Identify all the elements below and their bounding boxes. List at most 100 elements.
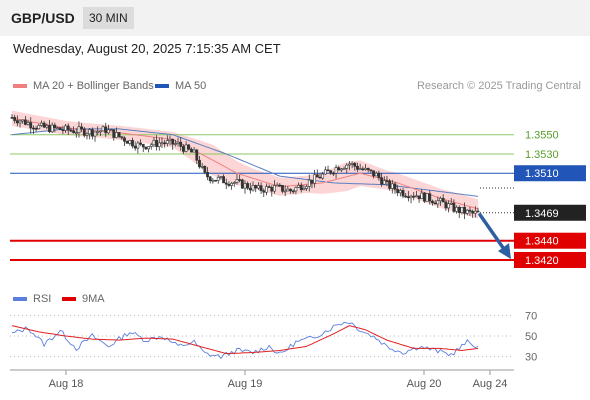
level-tag-1.3420	[514, 251, 586, 268]
candle-down	[356, 166, 359, 170]
candle-down	[117, 132, 121, 137]
projection-arrow-head	[498, 243, 511, 260]
level-label-1.3440: 1.3440	[525, 236, 559, 248]
candle-down	[318, 176, 322, 179]
candle-down	[417, 195, 421, 199]
x-tick-label: Aug 18	[49, 378, 84, 390]
candle-down	[377, 172, 381, 178]
x-tick-label: Aug 20	[407, 378, 442, 390]
candle-up	[302, 188, 306, 191]
candle-down	[299, 185, 303, 191]
candle-up	[26, 122, 30, 125]
candle-up	[107, 129, 110, 134]
candle-down	[431, 200, 434, 204]
candle-down	[90, 129, 94, 137]
candle-down	[401, 190, 405, 197]
candle-down	[326, 169, 330, 172]
candle-up	[348, 163, 351, 166]
level-tag-1.3510	[514, 165, 586, 182]
candle-down	[139, 142, 142, 145]
candle-up	[420, 192, 424, 199]
candle-down	[80, 126, 84, 130]
ma20-legend-label: MA 20 + Bollinger Bands	[33, 80, 154, 92]
candle-up	[321, 173, 325, 179]
candle-down	[270, 187, 274, 192]
candle-down	[476, 210, 480, 213]
candle-down	[15, 120, 19, 124]
candle-up	[251, 185, 255, 191]
candle-up	[93, 131, 97, 137]
candle-up	[307, 179, 311, 187]
candle-up	[447, 203, 450, 209]
candle-up	[88, 129, 92, 135]
ma20-legend-swatch	[13, 84, 27, 88]
candle-down	[227, 183, 231, 186]
candle-up	[115, 132, 118, 138]
candle-down	[34, 128, 38, 130]
candle-down	[179, 141, 183, 147]
candle-down	[337, 167, 341, 171]
candle-up	[56, 127, 59, 129]
candle-down	[13, 117, 17, 121]
candle-up	[165, 140, 169, 144]
candle-up	[436, 200, 440, 205]
candle-down	[48, 125, 51, 133]
rsi-legend-label: RSI	[33, 293, 52, 305]
candle-down	[441, 197, 445, 203]
candle-down	[254, 185, 258, 189]
candle-up	[147, 146, 150, 150]
candle-up	[273, 185, 276, 192]
candle-down	[380, 177, 383, 185]
candle-up	[297, 185, 300, 188]
candle-up	[390, 183, 394, 189]
projection-arrow-shaft	[478, 213, 506, 251]
last-price-tag	[514, 204, 586, 221]
candle-down	[208, 176, 212, 181]
candle-down	[423, 192, 426, 202]
candle-up	[160, 142, 164, 145]
candle-up	[157, 142, 161, 147]
rsi-9ma-line	[11, 325, 479, 355]
candle-down	[120, 136, 124, 139]
candle-down	[353, 163, 357, 167]
level-label-1.3420: 1.3420	[525, 255, 559, 267]
candles	[10, 114, 480, 220]
candle-down	[206, 172, 209, 178]
candle-down	[457, 206, 461, 213]
candle-up	[364, 167, 367, 170]
candle-up	[374, 172, 378, 177]
candle-down	[281, 184, 284, 192]
candle-down	[203, 166, 207, 173]
candle-up	[149, 144, 153, 147]
candle-up	[45, 125, 49, 128]
candle-up	[232, 182, 236, 184]
candle-down	[198, 159, 201, 168]
candle-down	[366, 167, 370, 171]
candle-up	[382, 180, 386, 185]
timeframe-badge[interactable]: 30 MIN	[83, 7, 134, 29]
header-bar: GBP/USD 30 MIN	[0, 0, 590, 36]
candle-up	[235, 179, 239, 183]
ma9-legend-label: 9MA	[82, 293, 105, 305]
candle-up	[176, 141, 180, 144]
level-label-1.3510: 1.3510	[525, 168, 559, 180]
candle-down	[123, 137, 126, 142]
candle-down	[385, 180, 389, 182]
candle-down	[406, 196, 410, 199]
candle-down	[393, 183, 397, 190]
candle-down	[182, 146, 185, 152]
candle-up	[136, 142, 140, 149]
candle-up	[77, 126, 81, 133]
datetime-label: Wednesday, August 20, 2025 7:15:35 AM CE…	[13, 41, 281, 56]
candle-up	[192, 149, 196, 153]
candle-down	[259, 185, 263, 192]
candle-up	[219, 176, 223, 178]
candle-down	[404, 195, 408, 198]
candle-down	[42, 122, 46, 128]
candle-up	[409, 195, 413, 199]
candle-up	[449, 202, 453, 205]
candle-down	[238, 179, 242, 181]
candle-up	[313, 174, 317, 184]
candle-down	[471, 211, 475, 214]
